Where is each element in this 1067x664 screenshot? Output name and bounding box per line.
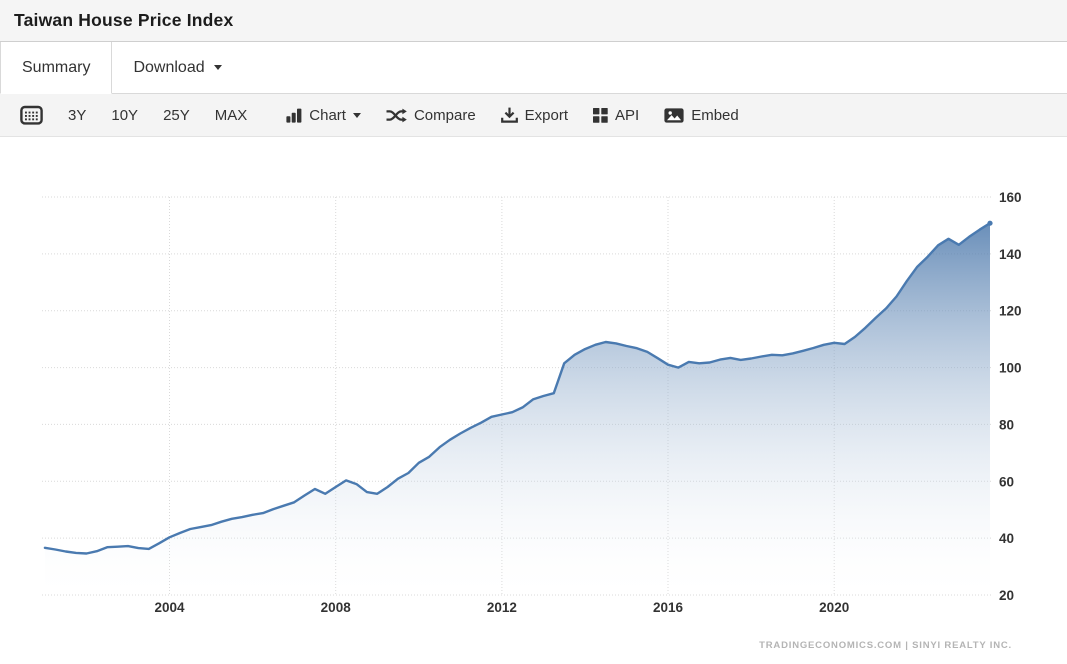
api-button[interactable]: API (593, 107, 639, 124)
tab-download[interactable]: Download (112, 42, 242, 93)
tab-download-label: Download (133, 58, 205, 76)
x-axis-labels: 2004 2008 2012 2016 2020 (154, 600, 849, 615)
svg-text:2012: 2012 (487, 600, 517, 615)
svg-text:140: 140 (999, 247, 1022, 262)
range-10y-button[interactable]: 10Y (111, 107, 138, 124)
svg-text:160: 160 (999, 190, 1022, 205)
chart-button-label: Chart (309, 106, 346, 124)
svg-text:2004: 2004 (154, 600, 185, 615)
attribution: TRADINGECONOMICS.COM | SINYI REALTY INC. (759, 640, 1012, 651)
shuffle-icon (386, 108, 407, 122)
range-max-button[interactable]: MAX (215, 107, 248, 124)
svg-text:2008: 2008 (321, 600, 352, 615)
calendar-icon (20, 105, 43, 125)
svg-text:60: 60 (999, 474, 1014, 489)
range-10y-label: 10Y (111, 106, 139, 124)
price-chart[interactable]: 20 40 60 80 100 120 140 160 2004 2008 2012 2016 2020 (0, 137, 1067, 664)
grid-icon (593, 107, 608, 123)
caret-down-icon (213, 65, 222, 70)
range-3y-button[interactable]: 3Y (68, 107, 86, 124)
svg-text:40: 40 (999, 531, 1014, 546)
tab-summary-label: Summary (22, 58, 91, 76)
chart-type-button[interactable]: Chart (286, 107, 361, 124)
date-range-button[interactable] (20, 105, 43, 125)
svg-text:80: 80 (999, 417, 1014, 432)
svg-text:2016: 2016 (653, 600, 684, 615)
download-icon (500, 107, 518, 123)
export-button[interactable]: Export (500, 106, 569, 124)
tabs-bar: Summary Download (0, 42, 1067, 94)
range-25y-label: 25Y (163, 106, 190, 124)
image-icon (664, 107, 684, 123)
page-header: Taiwan House Price Index (0, 0, 1067, 42)
svg-text:2020: 2020 (819, 600, 849, 615)
svg-text:20: 20 (999, 588, 1014, 603)
svg-text:120: 120 (999, 304, 1022, 319)
series-line (43, 222, 992, 555)
area-series (44, 223, 990, 595)
caret-down-icon (352, 112, 361, 118)
svg-text:100: 100 (999, 361, 1022, 376)
bar-chart-icon (286, 108, 302, 123)
chart-toolbar: 3Y 10Y 25Y MAX Chart Compare Export (0, 94, 1067, 137)
export-button-label: Export (524, 106, 569, 124)
api-button-label: API (615, 106, 640, 124)
y-axis-labels: 20 40 60 80 100 120 140 160 (999, 190, 1022, 603)
embed-button-label: Embed (691, 106, 739, 124)
compare-button-label: Compare (413, 106, 476, 124)
embed-button[interactable]: Embed (664, 107, 739, 124)
chart-area[interactable]: 20 40 60 80 100 120 140 160 2004 2008 2012 2016 2020… (0, 137, 1067, 664)
range-max-label: MAX (214, 106, 248, 124)
compare-button[interactable]: Compare (386, 107, 476, 124)
range-25y-button[interactable]: 25Y (163, 107, 190, 124)
range-3y-label: 3Y (68, 106, 87, 124)
page-title: Taiwan House Price Index (14, 10, 234, 30)
series-end-marker (987, 220, 993, 226)
tab-summary[interactable]: Summary (0, 42, 113, 94)
